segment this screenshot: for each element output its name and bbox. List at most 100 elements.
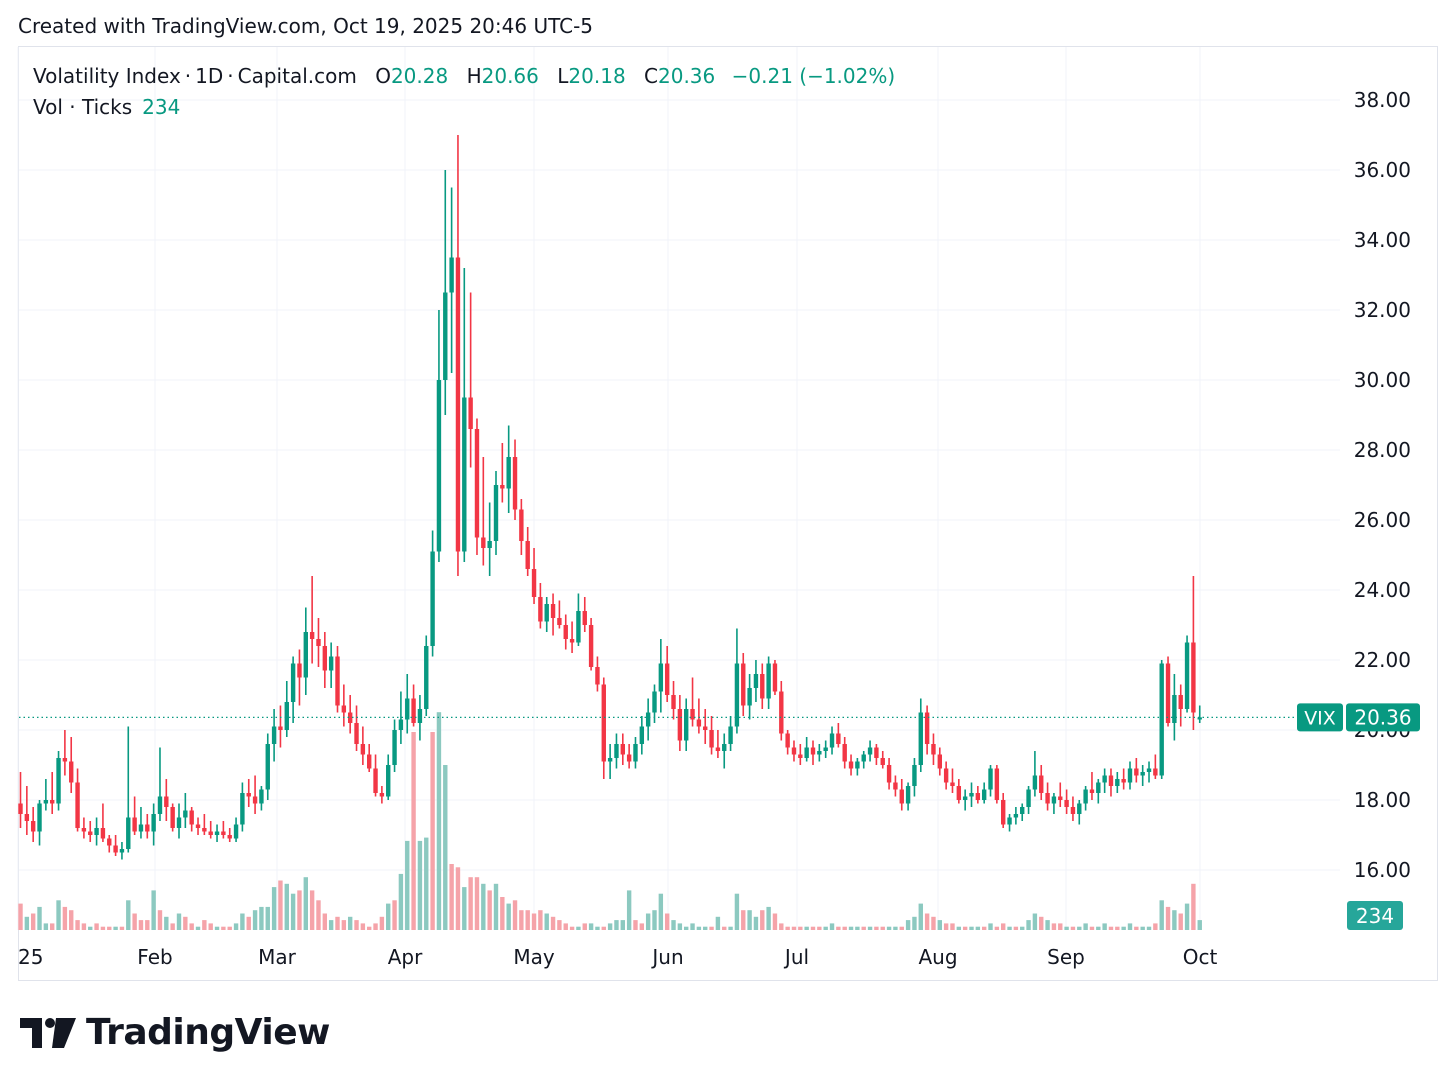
candle [760,663,765,709]
volume-bar [1172,910,1177,930]
volume-bar [347,916,353,930]
candle [297,649,302,706]
candle [855,758,860,776]
candle [861,751,866,769]
created-caption: Created with TradingView.com, Oct 19, 20… [18,14,594,38]
volume-bar [145,920,150,930]
candle-body [531,569,537,597]
volume-legend-label[interactable]: Vol · Ticks [33,95,133,119]
candle [747,674,752,720]
volume-bar [1089,926,1095,930]
volume-bar [341,920,347,930]
volume-bar [753,916,759,930]
candle [1013,807,1019,825]
candle [157,747,163,821]
candle-body [30,821,36,832]
y-tick-label: 16.00 [1354,858,1411,882]
candle [531,548,537,604]
candle [500,443,505,503]
candle-body [176,817,182,828]
candle-body [189,810,194,825]
candle-body [544,604,549,622]
volume-bar [1058,923,1063,930]
volume-bar [430,732,435,930]
volume-bar [316,900,321,930]
candle-body [37,803,42,832]
candle [151,803,156,846]
candle-body [937,754,942,769]
candle-body [151,814,156,832]
candle [569,621,575,653]
volume-bar [557,920,562,930]
candle-body [519,509,524,541]
volume-bar [18,903,23,930]
volume-bar [861,926,866,930]
volume-bar [24,916,30,930]
candle-body [582,611,587,625]
candle [265,733,270,800]
candle [690,677,695,727]
candle-body [1089,789,1095,793]
candle-body [779,691,784,734]
candle-body [842,744,847,762]
candle-body [132,817,137,832]
legend-symbol[interactable]: Volatility Index [33,64,181,88]
candle [950,768,955,793]
candle-body [981,789,987,800]
candlestick-series [18,135,1202,860]
candle-body [899,789,904,804]
candle [271,709,277,762]
candle [322,632,328,688]
x-tick-label: Oct [1183,945,1218,969]
volume-bar [975,926,981,930]
candle [487,502,492,576]
candle [791,740,797,762]
y-tick-label: 18.00 [1354,788,1411,812]
candle-body [747,688,752,706]
volume-badge-bg [1347,901,1403,930]
candle-body [626,754,632,762]
volume-bar [588,923,594,930]
candle [550,593,556,636]
candle-body [943,768,949,783]
x-tick-label: Sep [1047,945,1085,969]
volume-legend: Vol · Ticks 234 [33,95,180,119]
volume-bar [1045,920,1050,930]
volume-bar [563,923,568,930]
candle-body [1140,772,1145,776]
candle [1039,765,1044,800]
candle [817,744,822,762]
volume-bar [639,923,645,930]
candle-body [1165,663,1171,723]
candle [525,527,530,576]
candle-body [905,786,911,804]
candle-body [100,828,106,839]
volume-bar [994,926,1000,930]
candle [658,639,664,713]
candle [88,821,93,842]
volume-bar [360,923,366,930]
volume-bar [493,883,499,930]
candle [614,733,619,769]
volume-bar [100,926,106,930]
ohlc-legend: Volatility Index · 1D · Capital.com O20.28 H… [33,64,896,88]
candle-body [481,537,486,548]
volume-bar [855,926,860,930]
volume-bar [525,910,530,930]
candle-body [994,768,1000,800]
candle-body [328,656,334,671]
volume-bar [519,910,524,930]
volume-bar [791,926,797,930]
volume-bar [924,913,930,930]
volume-bar [75,920,80,930]
candle-body [950,782,955,786]
candle-body [760,674,765,699]
volume-bar [969,926,974,930]
volume-bar [1115,926,1120,930]
candle [728,716,733,751]
candle [360,726,366,765]
volume-bar [113,926,118,930]
candle-body [696,719,702,727]
candle-body [684,709,689,741]
